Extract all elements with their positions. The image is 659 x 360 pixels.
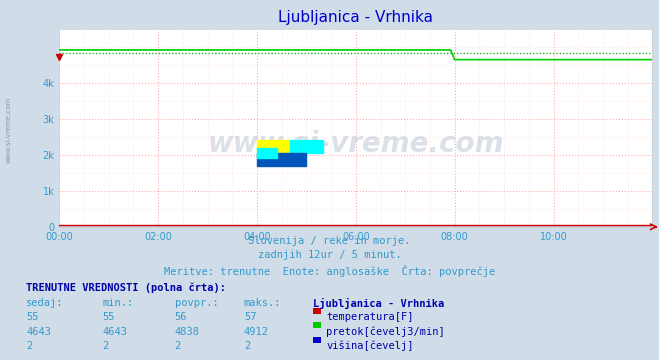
Text: temperatura[F]: temperatura[F] [326,312,414,322]
Text: Slovenija / reke in morje.: Slovenija / reke in morje. [248,236,411,246]
Text: 4838: 4838 [175,327,200,337]
Text: 56: 56 [175,312,187,322]
Title: Ljubljanica - Vrhnika: Ljubljanica - Vrhnika [278,10,434,25]
Text: 2: 2 [26,341,32,351]
Text: 4912: 4912 [244,327,269,337]
Text: 4643: 4643 [26,327,51,337]
Text: TRENUTNE VREDNOSTI (polna črta):: TRENUTNE VREDNOSTI (polna črta): [26,283,226,293]
Bar [257,140,290,153]
Bar [257,153,306,166]
Text: sedaj:: sedaj: [26,298,64,308]
Text: 4643: 4643 [102,327,127,337]
Text: 57: 57 [244,312,256,322]
Text: višina[čevelj]: višina[čevelj] [326,341,414,351]
Text: zadnjih 12ur / 5 minut.: zadnjih 12ur / 5 minut. [258,250,401,260]
Text: 2: 2 [102,341,108,351]
Text: 55: 55 [102,312,115,322]
Text: povpr.:: povpr.: [175,298,218,308]
Text: Meritve: trenutne  Enote: anglosaške  Črta: povprečje: Meritve: trenutne Enote: anglosaške Črta… [164,265,495,276]
Text: 2: 2 [244,341,250,351]
Bar [290,140,323,153]
Text: 55: 55 [26,312,39,322]
Text: min.:: min.: [102,298,133,308]
Text: 2: 2 [175,341,181,351]
Text: www.si-vreme.com: www.si-vreme.com [208,130,504,158]
Text: www.si-vreme.com: www.si-vreme.com [5,96,12,163]
Bar [257,148,277,158]
Text: maks.:: maks.: [244,298,281,308]
Text: Ljubljanica - Vrhnika: Ljubljanica - Vrhnika [313,298,444,309]
Text: pretok[čevelj3/min]: pretok[čevelj3/min] [326,327,445,337]
